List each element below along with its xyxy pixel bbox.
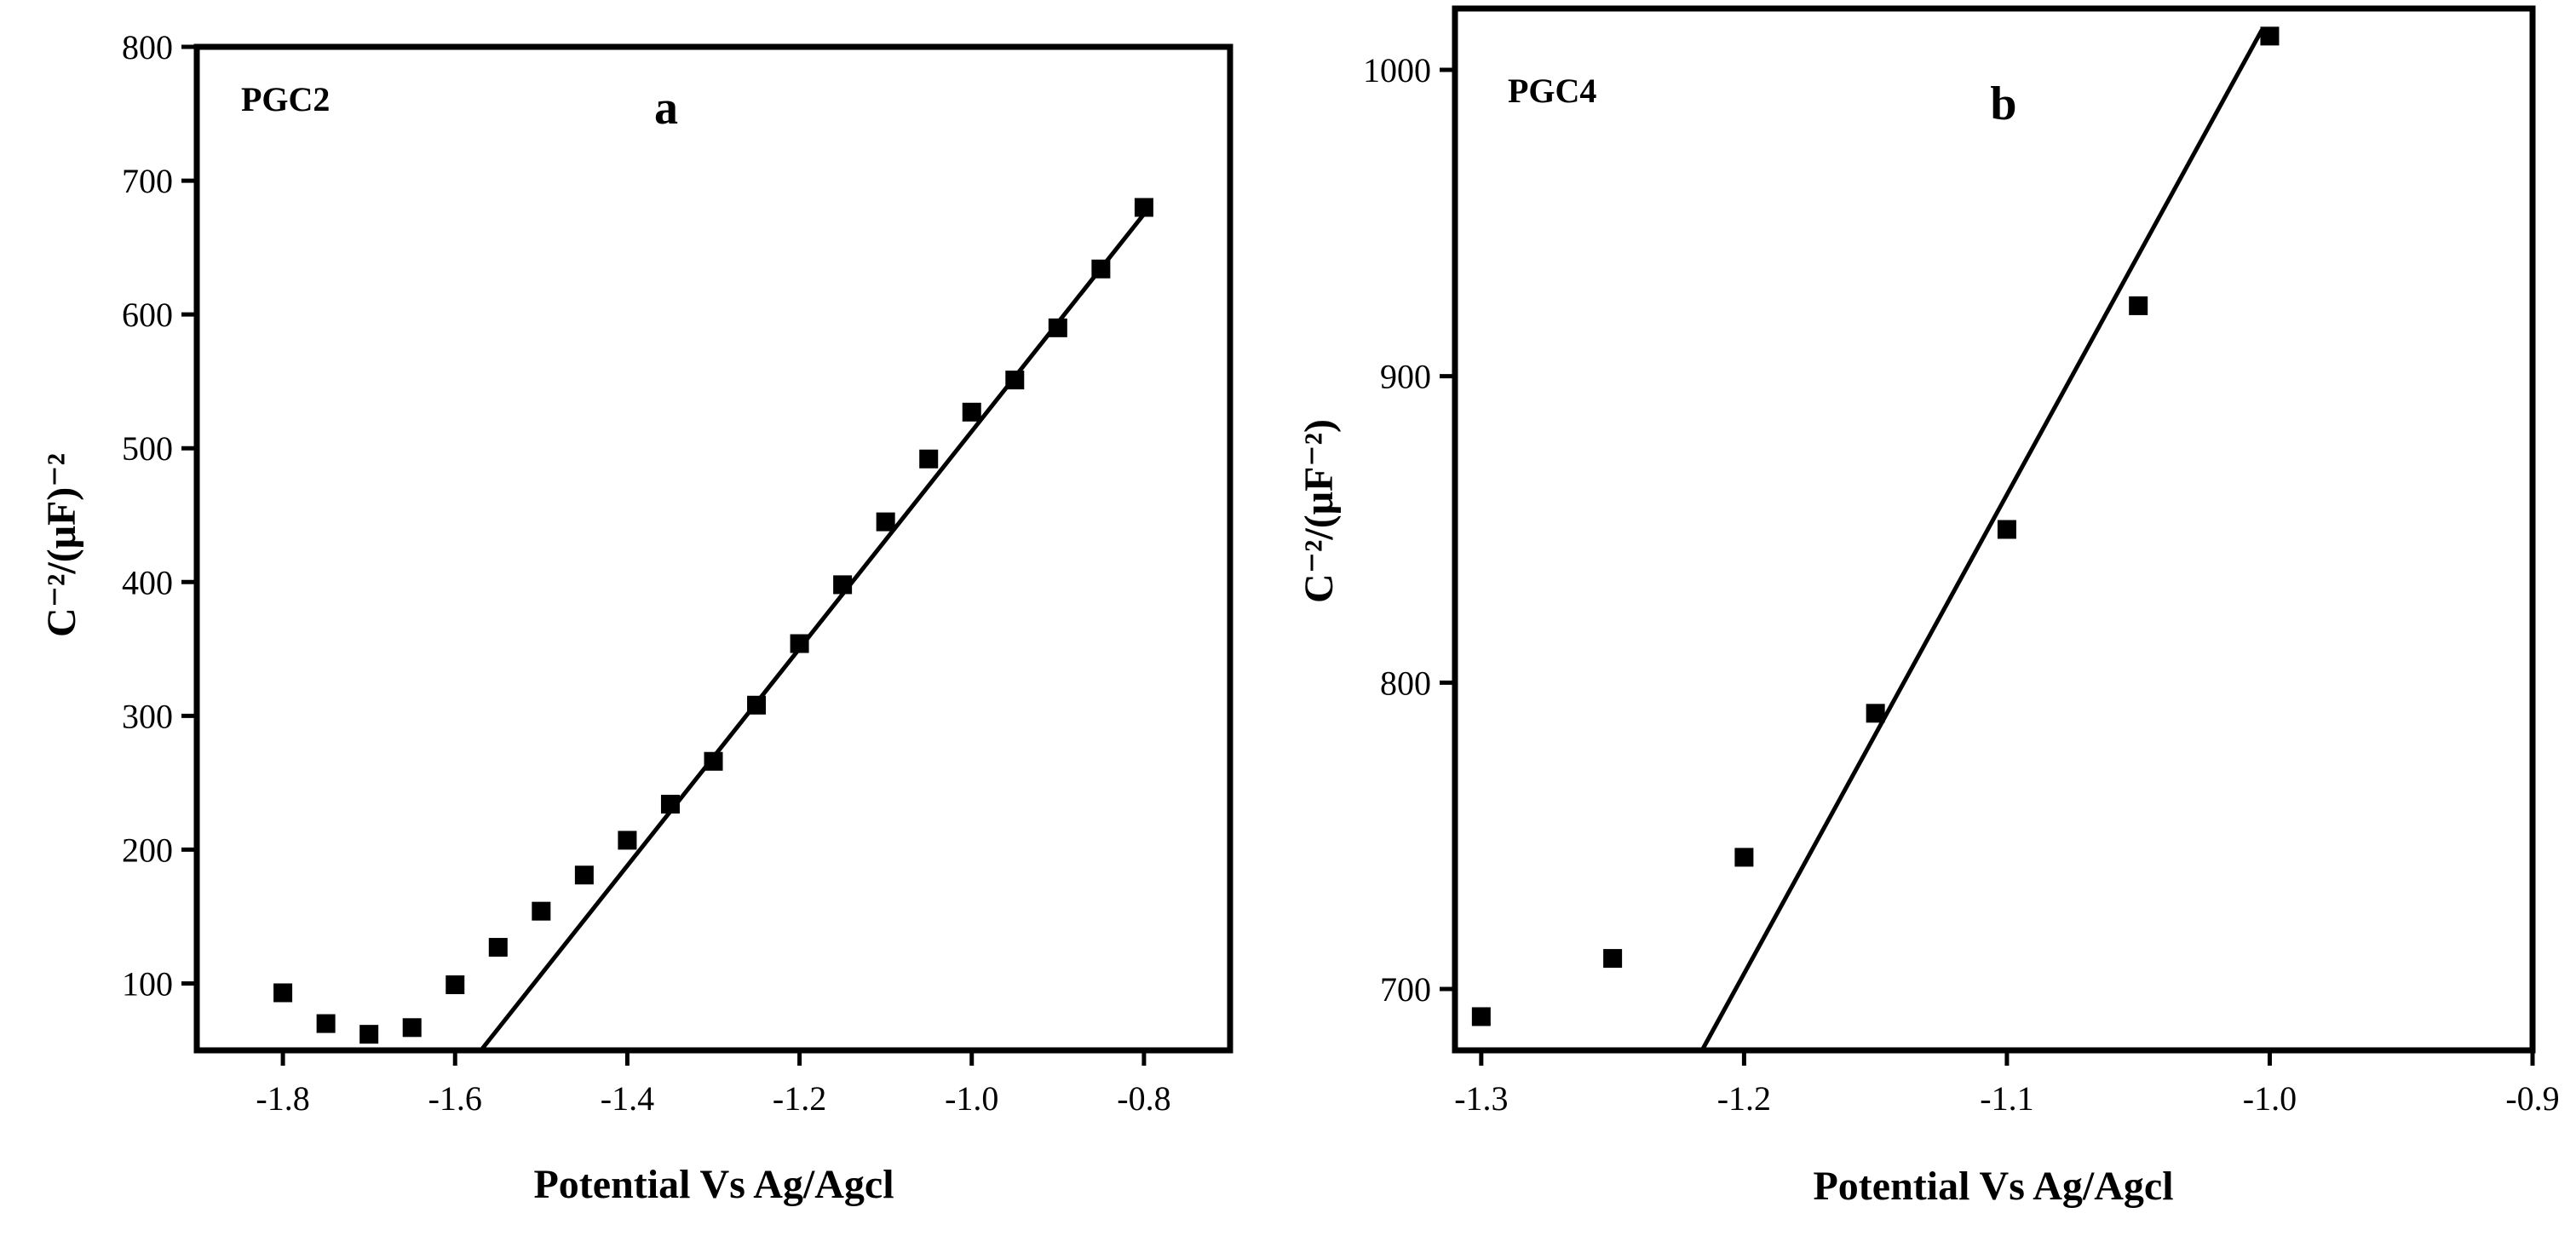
- y-tick-label-a-0: 100: [122, 964, 173, 1003]
- y-axis-title-b: C⁻²/(μF⁻²): [1297, 419, 1342, 603]
- series-label-b: PGC4: [1508, 72, 1596, 110]
- ticks-b: -1.3 -1.2 -1.1 -1.0 -0.9 700 800 900 1000: [1363, 51, 2560, 1118]
- y-tick-label-b-2: 900: [1380, 358, 1431, 396]
- y-axis-title-a: C⁻²/(μF)⁻²: [39, 453, 84, 637]
- fit-line-b: [1699, 28, 2264, 1052]
- x-tick-label-b-3: -1.0: [2243, 1079, 2297, 1118]
- x-tick-label-a-4: -1.0: [945, 1079, 998, 1118]
- data-point-a-0: [273, 983, 293, 1003]
- data-point-a-9: [660, 794, 680, 814]
- y-tick-label-a-6: 700: [122, 162, 173, 200]
- points-a: [273, 198, 1153, 1044]
- x-tick-label-a-1: -1.6: [428, 1079, 482, 1118]
- fit-group-b: [1699, 28, 2264, 1052]
- data-point-a-2: [359, 1025, 379, 1044]
- data-point-a-8: [618, 831, 637, 850]
- x-tick-label-b-2: -1.1: [1980, 1079, 2033, 1118]
- data-point-a-18: [1048, 318, 1067, 337]
- data-point-a-14: [876, 512, 895, 532]
- data-point-a-16: [962, 402, 981, 422]
- data-point-b-6: [2260, 26, 2280, 46]
- x-tick-label-b-4: -0.9: [2505, 1079, 2559, 1118]
- fit-group-a: [479, 212, 1146, 1052]
- plot-frame-b: [1452, 5, 2536, 1054]
- data-point-a-13: [833, 575, 853, 595]
- series-label-a: PGC2: [241, 80, 330, 118]
- y-tick-label-a-3: 400: [122, 563, 173, 601]
- data-point-a-17: [1005, 371, 1025, 390]
- points-b: [1471, 26, 2280, 1026]
- data-point-a-19: [1091, 259, 1111, 279]
- x-tick-label-a-0: -1.8: [256, 1079, 309, 1118]
- data-point-b-0: [1471, 1007, 1491, 1026]
- data-point-a-20: [1134, 198, 1153, 217]
- x-tick-label-a-2: -1.4: [601, 1079, 654, 1118]
- data-point-a-12: [790, 634, 809, 653]
- ticks-a: -1.8 -1.6 -1.4 -1.2 -1.0 -0.8 100 200 300 400 500 6…: [122, 28, 1171, 1118]
- y-tick-label-a-7: 800: [122, 28, 173, 66]
- data-point-b-5: [2129, 296, 2148, 315]
- data-point-a-5: [488, 938, 508, 957]
- data-point-a-1: [316, 1014, 336, 1033]
- y-tick-label-a-4: 500: [122, 429, 173, 468]
- fit-line-a: [479, 212, 1146, 1052]
- plot-frame-a: [193, 43, 1233, 1054]
- data-point-a-7: [574, 865, 594, 885]
- data-point-a-11: [747, 695, 767, 715]
- y-tick-label-b-1: 800: [1380, 664, 1431, 702]
- y-tick-label-a-5: 600: [122, 296, 173, 334]
- x-axis-title-a: Potential Vs Ag/Agcl: [533, 1162, 894, 1207]
- x-axis-title-b: Potential Vs Ag/Agcl: [1813, 1164, 2173, 1209]
- data-point-a-15: [919, 449, 939, 469]
- x-tick-label-b-0: -1.3: [1454, 1079, 1508, 1118]
- y-tick-label-b-0: 700: [1380, 970, 1431, 1009]
- data-point-a-3: [402, 1018, 422, 1038]
- data-point-b-3: [1866, 704, 1885, 723]
- data-point-a-10: [704, 751, 723, 771]
- data-point-a-4: [446, 975, 465, 995]
- data-point-b-2: [1734, 848, 1754, 867]
- panel-b: -1.3 -1.2 -1.1 -1.0 -0.9 700 800 900 1000 PGC4 b…: [1297, 5, 2560, 1209]
- x-tick-label-a-5: -0.8: [1117, 1079, 1170, 1118]
- y-tick-label-a-2: 300: [122, 697, 173, 735]
- panel-letter-b: b: [1990, 78, 2016, 130]
- panel-a: -1.8 -1.6 -1.4 -1.2 -1.0 -0.8 100 200 300 400 500 6…: [39, 28, 1233, 1207]
- data-point-b-1: [1603, 949, 1623, 969]
- data-point-a-6: [532, 901, 551, 921]
- y-tick-label-b-3: 1000: [1363, 51, 1431, 89]
- panel-letter-a: a: [654, 82, 678, 135]
- x-tick-label-a-3: -1.2: [773, 1079, 826, 1118]
- data-point-b-4: [1997, 520, 2016, 539]
- y-tick-label-a-1: 200: [122, 831, 173, 869]
- x-tick-label-b-1: -1.2: [1717, 1079, 1771, 1118]
